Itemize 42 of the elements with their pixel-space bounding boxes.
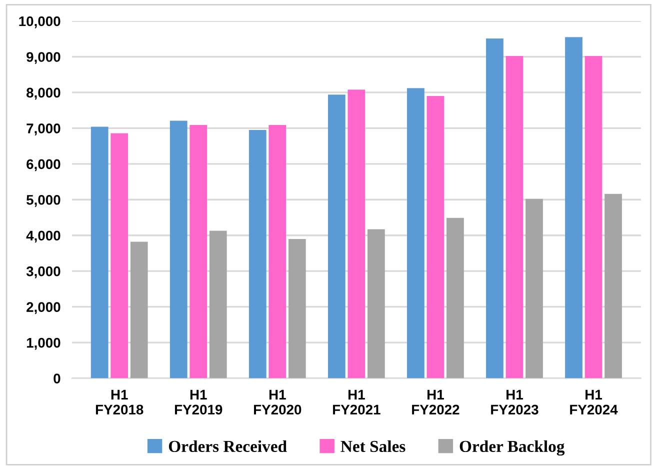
y-tick-label: 2,000 <box>26 302 60 314</box>
x-tick-label: H1 FY2022 <box>412 390 460 415</box>
bar <box>328 94 346 378</box>
y-tick-label: 10,000 <box>19 16 60 28</box>
y-tick-label: 5,000 <box>26 194 60 207</box>
y-tick-label: 1,000 <box>26 338 60 350</box>
x-tick-label: H1 FY2018 <box>96 390 144 415</box>
y-tick-label: 6,000 <box>26 159 60 172</box>
x-tick-label: H1 FY2023 <box>491 390 538 415</box>
bar <box>486 38 504 378</box>
legend-label: Orders Received <box>168 440 287 452</box>
x-tick-label: H1 FY2021 <box>333 390 380 415</box>
y-tick-label: 4,000 <box>26 230 60 243</box>
bar <box>288 238 306 378</box>
bar <box>446 218 464 378</box>
bar <box>407 88 424 378</box>
bar <box>248 130 266 378</box>
bar <box>367 229 385 378</box>
bar <box>90 126 108 378</box>
legend-label: Order Backlog <box>460 440 565 456</box>
y-tick-label: 0 <box>54 374 60 384</box>
x-tick-label: H1 FY2020 <box>254 390 302 415</box>
bar <box>506 56 524 378</box>
y-tick-label: 7,000 <box>26 124 60 136</box>
bar <box>170 120 188 378</box>
bar <box>526 198 543 378</box>
bar <box>584 56 602 378</box>
legend-label: Net Sales <box>340 440 406 452</box>
bar <box>604 194 622 378</box>
x-tick-label: H1 FY2024 <box>570 390 618 415</box>
x-tick-label: H1 FY2019 <box>174 390 222 415</box>
bar <box>110 133 128 378</box>
y-tick-label: 9,000 <box>26 52 60 64</box>
y-tick-label: 3,000 <box>26 266 60 278</box>
bar <box>426 96 444 378</box>
bar <box>190 124 208 378</box>
y-tick-label: 8,000 <box>26 88 60 100</box>
bar <box>268 124 286 378</box>
bar <box>130 242 148 378</box>
bar <box>348 90 366 378</box>
bar <box>565 37 582 378</box>
bar <box>209 230 227 378</box>
